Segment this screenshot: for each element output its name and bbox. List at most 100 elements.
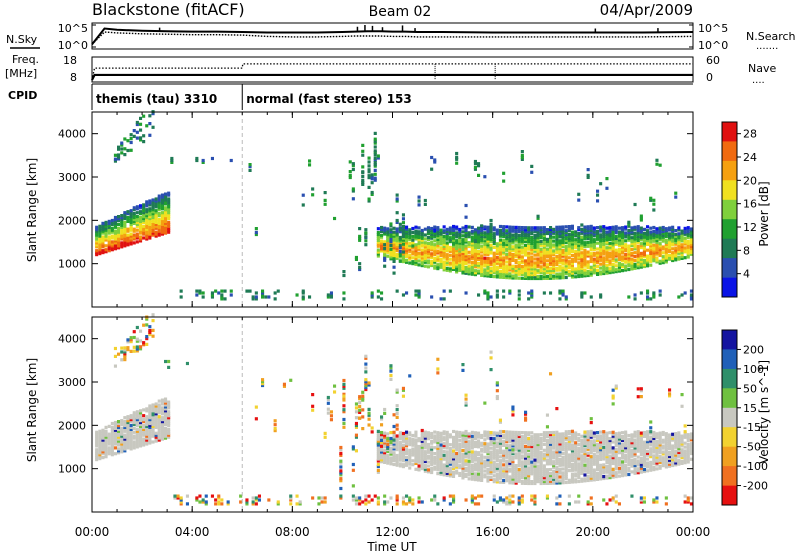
power-cell bbox=[542, 269, 546, 273]
velocity-cell bbox=[442, 455, 446, 459]
power-cell bbox=[495, 248, 499, 252]
velocity-cell bbox=[445, 458, 449, 462]
power-cell bbox=[533, 276, 537, 281]
power-cell bbox=[586, 175, 590, 179]
power-cell bbox=[608, 232, 612, 236]
power-cell bbox=[646, 236, 650, 241]
power-cell bbox=[477, 271, 481, 275]
power-cell bbox=[98, 246, 102, 250]
velocity-cell bbox=[558, 434, 562, 438]
velocity-cell bbox=[580, 442, 584, 446]
power-cell bbox=[179, 295, 183, 299]
power-cell bbox=[555, 239, 559, 243]
power-cell bbox=[627, 267, 631, 272]
power-cell bbox=[530, 251, 534, 255]
power-cell bbox=[514, 255, 518, 259]
velocity-cell bbox=[505, 453, 509, 457]
velocity-cell bbox=[524, 418, 528, 422]
power-cell bbox=[480, 240, 484, 244]
velocity-cell bbox=[132, 446, 136, 450]
power-cell bbox=[520, 229, 524, 234]
power-cell bbox=[661, 247, 665, 251]
power-cell bbox=[464, 262, 468, 266]
velocity-cell bbox=[442, 473, 446, 477]
velocity-cell bbox=[154, 406, 158, 410]
power-cell bbox=[405, 247, 409, 251]
power-cell bbox=[458, 229, 462, 233]
power-cell bbox=[649, 198, 653, 202]
velocity-cell bbox=[107, 436, 111, 440]
power-cell bbox=[464, 265, 468, 270]
power-cell bbox=[533, 261, 537, 265]
power-cell bbox=[633, 237, 637, 241]
power-cell bbox=[110, 244, 114, 248]
velocity-cell bbox=[514, 436, 518, 440]
power-cell bbox=[508, 256, 512, 260]
velocity-cell bbox=[426, 435, 430, 439]
velocity-cell bbox=[389, 436, 393, 441]
power-cell bbox=[599, 229, 603, 233]
velocity-cell bbox=[470, 500, 474, 504]
velocity-cell bbox=[502, 469, 506, 473]
power-cell bbox=[533, 249, 537, 253]
power-cell bbox=[683, 226, 687, 230]
power-cell bbox=[517, 233, 521, 237]
power-cell bbox=[129, 232, 133, 236]
power-cell bbox=[157, 204, 161, 208]
velocity-cell bbox=[539, 440, 543, 445]
velocity-cell bbox=[570, 447, 574, 451]
velocity-cell bbox=[574, 452, 578, 457]
power-cell bbox=[408, 241, 412, 246]
velocity-cell bbox=[160, 427, 164, 431]
power-cell bbox=[683, 238, 687, 242]
power-cell bbox=[633, 233, 637, 237]
velocity-cell bbox=[461, 443, 465, 447]
velocity-cell bbox=[445, 467, 449, 472]
power-colorbar-tick-label: 12 bbox=[743, 221, 757, 234]
power-cell bbox=[570, 271, 574, 275]
power-cell bbox=[511, 253, 515, 257]
power-cell bbox=[110, 230, 114, 234]
velocity-cell bbox=[376, 468, 380, 472]
power-cell bbox=[95, 239, 99, 243]
velocity-cell bbox=[148, 429, 152, 433]
power-cell bbox=[98, 238, 102, 242]
velocity-cell bbox=[167, 421, 171, 426]
velocity-cell bbox=[536, 452, 540, 456]
velocity-cell bbox=[495, 445, 499, 449]
velocity-cell bbox=[442, 496, 446, 500]
power-cell bbox=[542, 257, 546, 261]
velocity-cell bbox=[129, 340, 133, 344]
velocity-cell bbox=[420, 467, 424, 471]
velocity-cell bbox=[473, 468, 477, 472]
power-cell bbox=[664, 244, 668, 248]
power-cell bbox=[652, 229, 656, 233]
power-cell bbox=[586, 168, 590, 172]
velocity-cell bbox=[517, 502, 521, 506]
power-cell bbox=[689, 250, 693, 254]
velocity-cell bbox=[442, 432, 446, 436]
power-cell bbox=[473, 263, 477, 267]
velocity-cell bbox=[179, 502, 183, 506]
power-cell bbox=[483, 256, 487, 260]
power-cell bbox=[639, 226, 643, 230]
velocity-cell bbox=[220, 502, 224, 506]
velocity-cell bbox=[517, 473, 521, 477]
power-cell bbox=[627, 252, 631, 256]
velocity-cell bbox=[380, 448, 384, 452]
velocity-cell bbox=[539, 444, 543, 448]
velocity-cell bbox=[342, 394, 346, 398]
velocity-cell bbox=[520, 444, 524, 448]
power-cell bbox=[589, 259, 593, 264]
power-cell bbox=[517, 261, 521, 265]
power-cell bbox=[458, 245, 462, 249]
velocity-cell bbox=[498, 420, 502, 424]
power-cell bbox=[530, 291, 534, 295]
power-cell bbox=[577, 257, 581, 261]
power-cell bbox=[445, 231, 449, 235]
power-cell bbox=[480, 254, 484, 258]
power-cell bbox=[549, 253, 553, 257]
power-cell bbox=[596, 189, 600, 193]
power-cell bbox=[167, 226, 171, 230]
velocity-cell bbox=[145, 415, 149, 419]
